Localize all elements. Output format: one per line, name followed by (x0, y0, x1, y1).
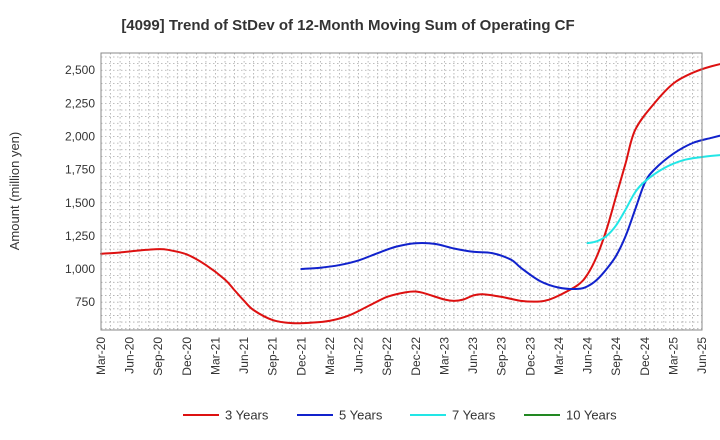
x-tick-label: Sep-24 (609, 337, 623, 376)
y-tick-labels: 750 1,000 1,250 1,500 1,750 2,000 2,250 2,500 (65, 63, 95, 309)
x-tick-label: Dec-20 (180, 337, 194, 376)
y-tick-label: 2,500 (65, 63, 95, 77)
x-tick-label: Jun-22 (352, 337, 366, 374)
plot-frame (100, 52, 703, 331)
x-tick-labels: Mar-20 Jun-20 Sep-20 Dec-20 Mar-21 Jun-21 Sep-… (94, 337, 709, 376)
legend: 3 Years 5 Years 7 Years 10 Years (183, 408, 617, 423)
x-tick-label: Jun-24 (581, 337, 595, 374)
legend-label: 3 Years (225, 408, 269, 423)
legend-label: 10 Years (566, 408, 617, 423)
y-tick-label: 750 (75, 295, 95, 309)
series-line-2 (586, 154, 720, 245)
x-tick-label: Jun-20 (123, 337, 137, 374)
x-tick-label: Sep-20 (151, 337, 165, 376)
x-tick-label: Dec-22 (409, 337, 423, 376)
y-axis-label: Amount (million yen) (7, 132, 22, 251)
x-tick-label: Jun-25 (695, 337, 709, 374)
legend-label: 5 Years (339, 408, 383, 423)
grid (101, 53, 702, 330)
series-line-0 (100, 63, 720, 325)
x-tick-label: Sep-21 (266, 337, 280, 376)
x-tick-label: Dec-23 (523, 337, 537, 376)
x-tick-label: Mar-20 (94, 337, 108, 375)
legend-label: 7 Years (452, 408, 496, 423)
x-tick-label: Sep-22 (380, 337, 394, 376)
x-tick-label: Mar-25 (666, 337, 680, 375)
series-lines (100, 63, 720, 325)
series-line-1 (300, 134, 720, 290)
y-tick-label: 2,000 (65, 130, 95, 144)
x-tick-label: Mar-23 (437, 337, 451, 375)
y-tick-label: 1,000 (65, 262, 95, 276)
x-tick-label: Dec-21 (294, 337, 308, 376)
x-tick-label: Mar-24 (552, 337, 566, 375)
x-tick-label: Dec-24 (638, 337, 652, 376)
y-tick-label: 1,250 (65, 229, 95, 243)
x-tick-label: Jun-23 (466, 337, 480, 374)
x-tick-label: Sep-23 (495, 337, 509, 376)
chart-title: [4099] Trend of StDev of 12-Month Moving… (121, 17, 574, 34)
y-tick-label: 1,500 (65, 196, 95, 210)
x-tick-label: Mar-22 (323, 337, 337, 375)
x-tick-label: Mar-21 (208, 337, 222, 375)
x-tick-label: Jun-21 (237, 337, 251, 374)
y-tick-label: 1,750 (65, 163, 95, 177)
y-tick-label: 2,250 (65, 96, 95, 110)
